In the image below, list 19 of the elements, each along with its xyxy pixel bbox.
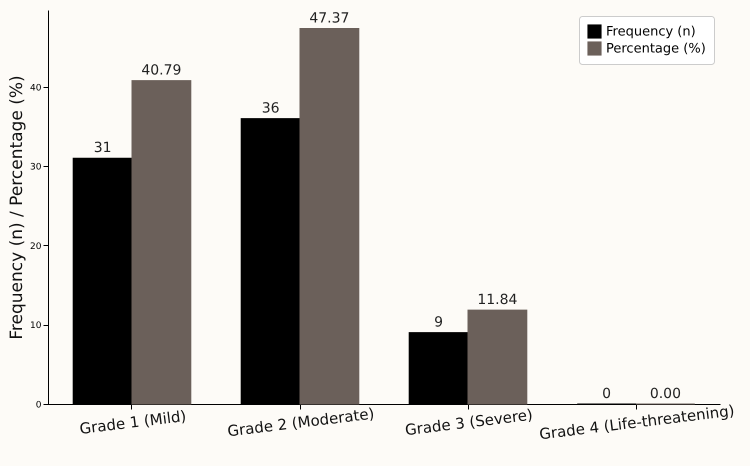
y-tick-label: 10 [30, 321, 42, 332]
x-tick-label: Grade 1 (Mild) [78, 406, 188, 438]
data-label: 47.37 [309, 10, 350, 26]
y-tick-label: 40 [30, 83, 42, 94]
y-tick-label: 0 [36, 400, 42, 410]
data-label: 11.84 [477, 292, 518, 308]
legend-label: Frequency (n) [606, 24, 696, 40]
data-label: 40.79 [141, 62, 182, 79]
y-tick-label: 30 [30, 162, 42, 173]
x-tick-label: Grade 2 (Moderate) [226, 404, 376, 440]
legend-label: Percentage (%) [606, 42, 706, 56]
data-label: 36 [262, 100, 280, 117]
data-label: 9 [434, 314, 444, 331]
x-tick-label: Grade 3 (Severe) [404, 406, 534, 440]
y-axis-title: Frequency (n) / Percentage (%) [7, 75, 28, 340]
data-label: 0 [602, 386, 612, 402]
y-tick-label: 20 [30, 242, 42, 252]
data-label: 31 [94, 140, 112, 156]
data-label: 0.00 [650, 386, 681, 402]
